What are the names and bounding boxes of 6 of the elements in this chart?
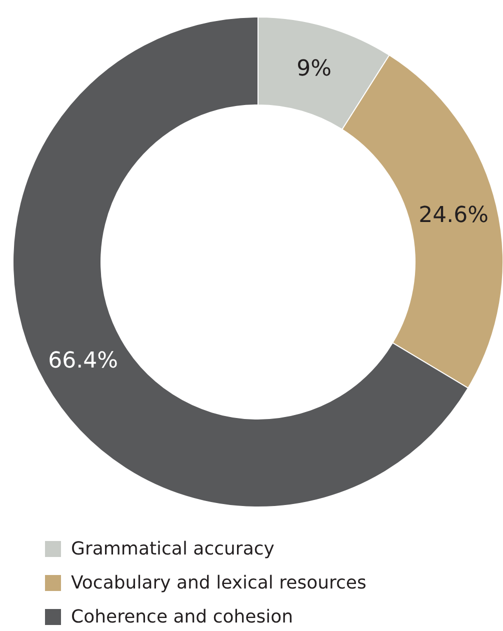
legend-label: Grammatical accuracy (71, 538, 275, 560)
legend-label: Coherence and cohesion (71, 606, 294, 628)
legend-label: Vocabulary and lexical resources (71, 572, 366, 594)
data-label: 66.4% (48, 348, 118, 374)
data-label: 24.6% (418, 203, 489, 228)
data-label: 9% (296, 56, 332, 82)
